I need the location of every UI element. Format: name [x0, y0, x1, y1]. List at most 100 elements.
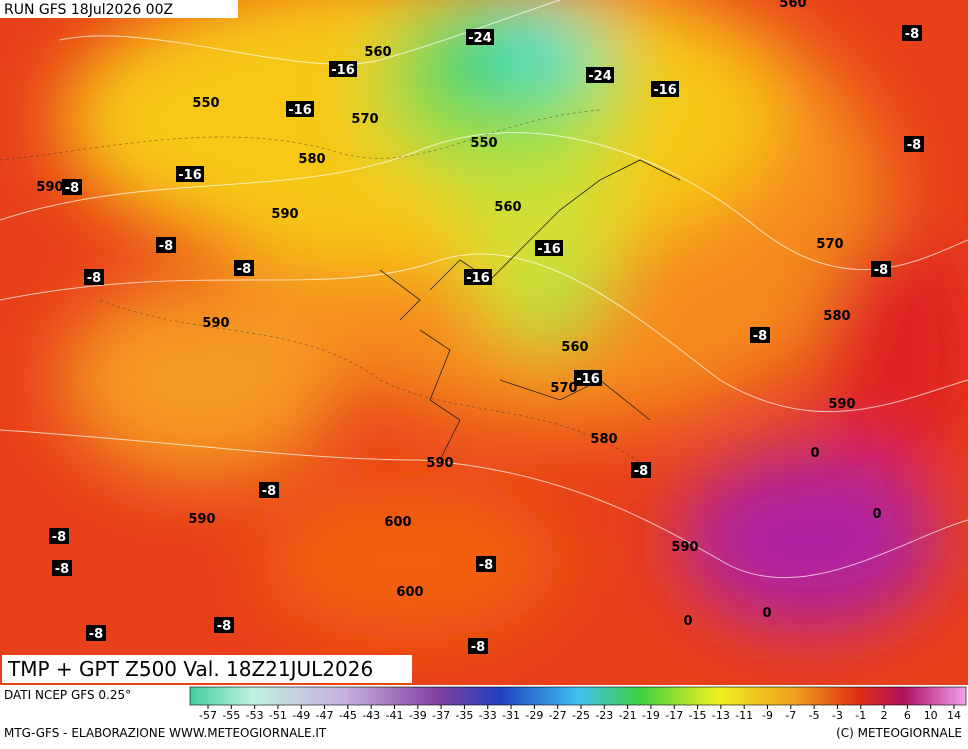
contour-label-box	[52, 560, 72, 576]
temperature-label: -8	[905, 27, 919, 42]
contour-label-box	[86, 625, 106, 641]
colorbar-tick-label: -9	[762, 709, 773, 722]
temperature-label: -16	[537, 242, 561, 257]
contour-label-box	[234, 260, 254, 276]
colorbar-tick-label: -15	[689, 709, 707, 722]
temperature-label: -16	[178, 168, 202, 183]
colorbar-tick-label: -43	[362, 709, 380, 722]
colorbar-tick-label: -55	[222, 709, 240, 722]
temperature-label: -8	[753, 329, 767, 344]
map-field	[0, 0, 968, 685]
colorbar-tick-label: 2	[881, 709, 888, 722]
contour-label-box	[49, 528, 69, 544]
height-label: 600	[396, 585, 423, 600]
contour-label-box	[466, 29, 494, 45]
height-label: 550	[470, 136, 497, 151]
title-box	[2, 655, 412, 683]
contour-label-box	[176, 166, 204, 182]
height-label: 0	[810, 446, 819, 461]
contour-label-box	[286, 101, 314, 117]
temperature-label: -8	[907, 138, 921, 153]
temperature-label: -16	[576, 372, 600, 387]
contour-label-box	[535, 240, 563, 256]
height-label: 550	[192, 96, 219, 111]
contour-label-box	[156, 237, 176, 253]
colorbar-tick-label: 6	[904, 709, 911, 722]
temperature-label: -8	[159, 239, 173, 254]
colorbar-tick-label: -51	[269, 709, 287, 722]
contour-label-box	[62, 179, 82, 195]
contour-label-box	[468, 638, 488, 654]
height-label: 580	[590, 432, 617, 447]
colorbar-tick-label: -27	[549, 709, 567, 722]
height-label: 560	[779, 0, 806, 11]
run-label: RUN GFS 18Jul2026 00Z	[4, 2, 173, 18]
temperature-label: -8	[479, 558, 493, 573]
colorbar-tick-label: -21	[619, 709, 637, 722]
run-label-box	[0, 0, 238, 18]
temperature-label: -8	[237, 262, 251, 277]
colorbar-tick-label: 10	[924, 709, 938, 722]
height-label: 560	[561, 340, 588, 355]
height-label: 560	[494, 200, 521, 215]
temperature-label: -8	[87, 271, 101, 286]
colorbar-tick-label: 14	[947, 709, 961, 722]
colorbar-tick-label: -41	[386, 709, 404, 722]
temperature-label: -8	[217, 619, 231, 634]
colorbar-tick-label: -25	[572, 709, 590, 722]
temperature-label: -16	[331, 63, 355, 78]
source-label: DATI NCEP GFS 0.25°	[4, 688, 131, 702]
height-label: 590	[202, 316, 229, 331]
temperature-label: -16	[466, 271, 490, 286]
colorbar-tick-label: -1	[855, 709, 866, 722]
colorbar-tick-label: -23	[595, 709, 613, 722]
contour-label-box	[586, 67, 614, 83]
height-label: 590	[828, 397, 855, 412]
contour-label-box	[750, 327, 770, 343]
temperature-label: -8	[634, 464, 648, 479]
contour-label-box	[902, 25, 922, 41]
contour-label-box	[476, 556, 496, 572]
height-label: 0	[872, 507, 881, 522]
contour-label-box	[329, 61, 357, 77]
colorbar-tick-label: -47	[316, 709, 334, 722]
height-label: 580	[823, 309, 850, 324]
temperature-label: -8	[471, 640, 485, 655]
height-label: 0	[683, 614, 692, 629]
colorbar-tick-label: -53	[246, 709, 264, 722]
height-label: 590	[188, 512, 215, 527]
height-label: 600	[384, 515, 411, 530]
contour-label-box	[871, 261, 891, 277]
temperature-label: -8	[874, 263, 888, 278]
contour-label-box	[464, 269, 492, 285]
colorbar-tick-label: -49	[292, 709, 310, 722]
height-label: 570	[351, 112, 378, 127]
contour-label-box	[214, 617, 234, 633]
colorbar-tick-label: -11	[735, 709, 753, 722]
copyright-label: (C) METEOGIORNALE	[836, 726, 962, 740]
temperature-label: -24	[588, 69, 612, 84]
colorbar-tick-label: -57	[199, 709, 217, 722]
height-label: 580	[298, 152, 325, 167]
contour-label-box	[651, 81, 679, 97]
colorbar	[189, 686, 967, 706]
colorbar-tick-label: -35	[455, 709, 473, 722]
contour-label-box	[574, 370, 602, 386]
temperature-label: -8	[65, 181, 79, 196]
colorbar-tick-label: -13	[712, 709, 730, 722]
contour-label-box	[631, 462, 651, 478]
temperature-label: -8	[89, 627, 103, 642]
colorbar-tick-label: -29	[525, 709, 543, 722]
contour-label-box	[84, 269, 104, 285]
height-label: 560	[364, 45, 391, 60]
temperature-label: -16	[288, 103, 312, 118]
contour-label-box	[259, 482, 279, 498]
temperature-label: -8	[52, 530, 66, 545]
height-label: 590	[36, 180, 63, 195]
map-title: TMP + GPT Z500 Val. 18Z21JUL2026	[7, 657, 373, 681]
colorbar-tick-label: -5	[809, 709, 820, 722]
height-label: 570	[816, 237, 843, 252]
temperature-label: -8	[55, 562, 69, 577]
height-label: 590	[271, 207, 298, 222]
height-label: 590	[426, 456, 453, 471]
